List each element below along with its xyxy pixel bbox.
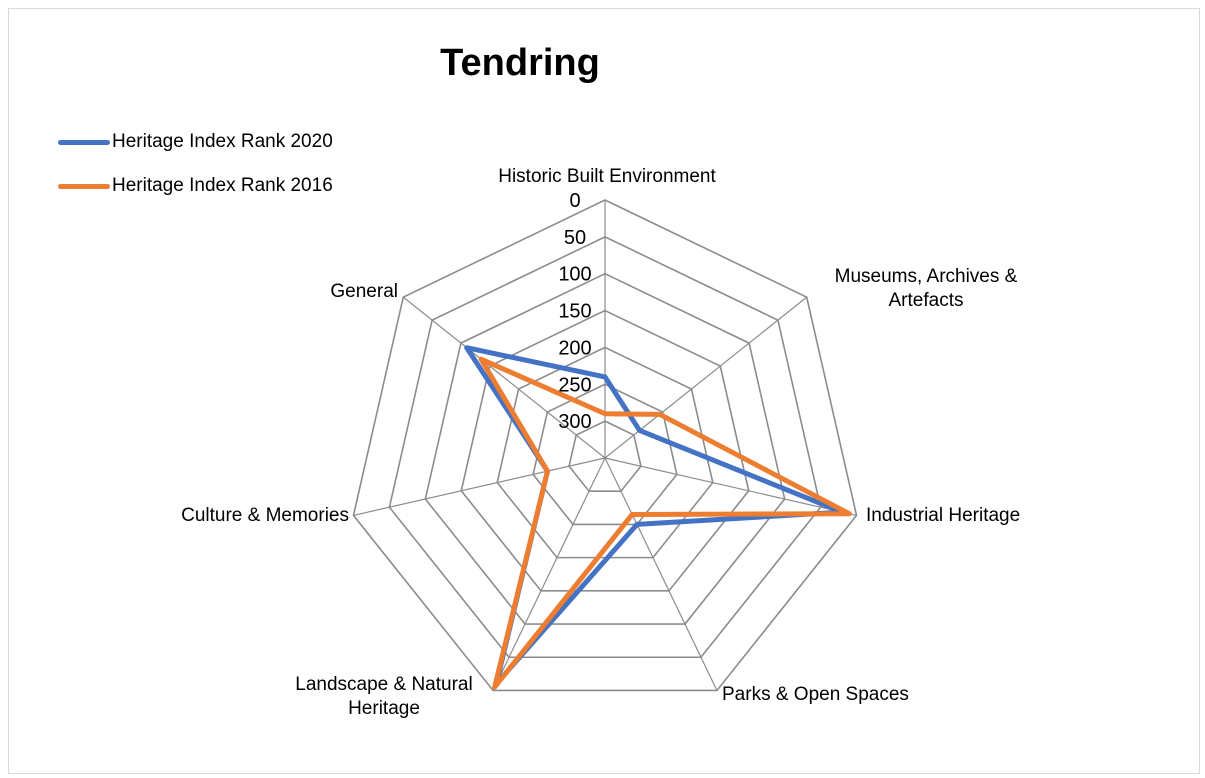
legend-swatch-2016 — [58, 183, 110, 189]
grid-ring — [352, 199, 858, 692]
legend-swatch-2020 — [58, 139, 110, 145]
grid-ring — [460, 309, 750, 592]
legend: Heritage Index Rank 2020 Heritage Index … — [58, 128, 333, 216]
grid-ring — [568, 420, 642, 493]
grid-spoke — [353, 457, 606, 516]
grid-ring — [424, 272, 786, 625]
grid-ring — [532, 383, 678, 526]
category-label: General — [330, 281, 398, 302]
grid-spoke — [604, 457, 718, 691]
series-line-1 — [478, 356, 852, 690]
chart-frame — [8, 8, 1200, 774]
grid-spoke — [402, 296, 606, 459]
category-label: Culture & Memories — [181, 505, 349, 526]
category-label: Historic Built Environment — [498, 166, 716, 187]
radial-tick-label: 100 — [558, 264, 591, 286]
radial-tick-label: 300 — [558, 411, 591, 433]
grid-ring — [388, 235, 822, 659]
radial-tick-label: 200 — [558, 337, 591, 359]
radial-tick-label: 250 — [558, 374, 591, 396]
legend-item-2020: Heritage Index Rank 2020 — [58, 128, 333, 156]
radial-tick-label: 150 — [558, 301, 591, 323]
category-label: Industrial Heritage — [866, 505, 1020, 526]
category-label: Parks & Open Spaces — [722, 684, 909, 705]
grid-spoke — [604, 296, 808, 459]
legend-item-2016: Heritage Index Rank 2016 — [58, 172, 333, 200]
radial-tick-label: 0 — [569, 190, 580, 212]
grid-spoke — [604, 457, 857, 516]
legend-label-2016: Heritage Index Rank 2016 — [112, 175, 333, 196]
grid-spoke — [492, 457, 606, 691]
category-label: Landscape & Natural Heritage — [295, 674, 472, 719]
series-line-0 — [464, 345, 845, 687]
chart-title: Tendring — [440, 42, 600, 84]
category-label: Museums, Archives & Artefacts — [835, 266, 1018, 311]
legend-label-2020: Heritage Index Rank 2020 — [112, 131, 333, 152]
radial-tick-label: 50 — [564, 227, 586, 249]
